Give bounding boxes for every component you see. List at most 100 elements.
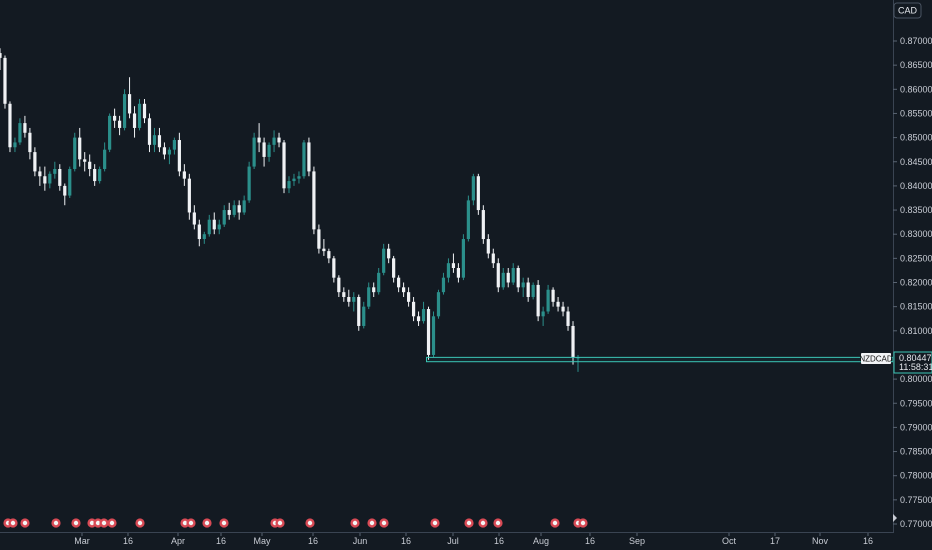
candle <box>58 164 62 191</box>
time-axis[interactable]: Mar 16 Apr 16 May 16 Jun 16 Jul 16 Aug 16 Sep Oct 17 No… <box>74 533 873 546</box>
event-marker-icon[interactable] <box>107 518 117 528</box>
candle-body <box>397 277 401 288</box>
candle-body <box>521 282 525 288</box>
candle-body <box>347 296 351 302</box>
event-marker-icon[interactable] <box>8 518 18 528</box>
event-marker-inner <box>221 520 227 526</box>
candle-body <box>212 219 216 230</box>
event-marker-icon[interactable] <box>186 518 196 528</box>
event-marker-inner <box>580 520 586 526</box>
event-marker-icon[interactable] <box>305 518 315 528</box>
candle <box>421 301 426 324</box>
x-tick-label: 16 <box>863 536 873 546</box>
y-tick-label: 0.82500 <box>900 253 932 263</box>
candle <box>397 275 401 293</box>
event-marker-icon[interactable] <box>350 518 360 528</box>
candle-body <box>113 115 117 121</box>
event-marker-icon[interactable] <box>71 518 81 528</box>
candle-body <box>342 292 346 297</box>
candle <box>73 132 77 172</box>
candle-body <box>137 103 142 128</box>
event-marker-icon[interactable] <box>493 518 503 528</box>
event-marker-inner <box>188 520 194 526</box>
candle <box>292 173 296 186</box>
candle-body <box>387 248 391 259</box>
candle <box>93 164 97 186</box>
candle-body <box>0 53 2 58</box>
y-tick-label: 0.84500 <box>900 157 932 167</box>
event-marker-icon[interactable] <box>578 518 588 528</box>
candle-body <box>372 287 376 293</box>
event-marker-inner <box>381 520 387 526</box>
x-tick-label: 17 <box>770 536 780 546</box>
y-tick-label: 0.78000 <box>900 471 932 481</box>
y-tick-label: 0.84000 <box>900 181 932 191</box>
candle-body <box>367 287 371 307</box>
event-marker-icon[interactable] <box>275 518 285 528</box>
candle <box>501 268 505 290</box>
candle-body <box>506 272 510 283</box>
candle-body <box>471 176 475 201</box>
y-tick-label: 0.85000 <box>900 133 932 143</box>
x-tick-label: Nov <box>812 536 829 546</box>
candle <box>277 132 281 148</box>
candle-body <box>357 296 361 326</box>
y-tick-label: 0.79000 <box>900 422 932 432</box>
candle <box>217 219 221 235</box>
event-marker-icon[interactable] <box>379 518 389 528</box>
candle-body <box>73 137 77 169</box>
candle-body <box>127 94 132 114</box>
candle <box>431 311 436 358</box>
candle-body <box>277 137 281 143</box>
candle <box>312 166 316 235</box>
event-marker-icon[interactable] <box>135 518 145 528</box>
candle <box>177 132 181 177</box>
candle <box>387 243 391 264</box>
candle <box>257 123 261 153</box>
candle-body <box>172 140 176 150</box>
candle <box>332 255 336 283</box>
symbol-text: NZDCAD <box>859 355 893 364</box>
candle-body <box>307 142 311 172</box>
candle-body <box>451 263 456 269</box>
event-marker-icon[interactable] <box>430 518 440 528</box>
candle <box>382 243 386 276</box>
candle <box>337 275 341 297</box>
candle-body <box>516 268 520 288</box>
event-marker-icon[interactable] <box>51 518 61 528</box>
candle <box>367 282 371 310</box>
y-tick-label: 0.83500 <box>900 205 932 215</box>
candle <box>63 183 67 206</box>
y-tick-label: 0.85500 <box>900 108 932 118</box>
price-axis[interactable]: 0.87000 0.86500 0.86000 0.85500 0.85000 0.845… <box>893 36 932 529</box>
currency-badge[interactable]: CAD <box>893 2 922 19</box>
candle <box>456 263 461 283</box>
x-tick-label: 16 <box>123 536 133 546</box>
event-marker-icon[interactable] <box>478 518 488 528</box>
event-marker-icon[interactable] <box>202 518 212 528</box>
candle <box>392 255 396 283</box>
candle-body <box>461 239 465 278</box>
candle <box>551 287 555 307</box>
candle-body <box>511 268 515 283</box>
x-tick-label: Aug <box>533 536 549 546</box>
event-markers <box>3 518 588 528</box>
event-marker-inner <box>101 520 107 526</box>
event-marker-icon[interactable] <box>367 518 377 528</box>
event-marker-icon[interactable] <box>550 518 560 528</box>
candle-body <box>38 171 42 177</box>
candle-body <box>83 159 87 162</box>
event-marker-icon[interactable] <box>464 518 474 528</box>
candle-body <box>531 284 535 297</box>
candle <box>402 282 406 297</box>
event-marker-icon[interactable] <box>219 518 229 528</box>
candle <box>18 118 22 145</box>
candle <box>536 280 540 322</box>
event-marker-icon[interactable] <box>99 518 109 528</box>
candle-body <box>142 103 147 119</box>
candle <box>297 171 301 184</box>
scroll-right-icon[interactable] <box>893 514 897 522</box>
event-marker-icon[interactable] <box>20 518 30 528</box>
